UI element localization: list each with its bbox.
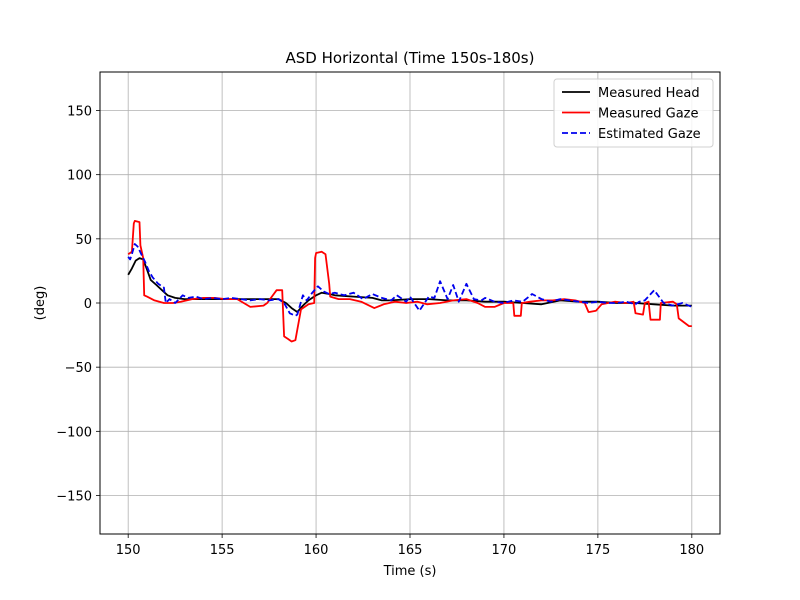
- x-tick-label: 150: [116, 543, 141, 558]
- y-tick-label: 50: [75, 233, 92, 248]
- y-tick-label: 150: [67, 105, 92, 120]
- axis-ticks: 150 155 160 165 170 175 180 −150 −100 −50 0 50 100 15…: [56, 105, 704, 559]
- x-tick-label: 165: [398, 543, 423, 558]
- y-axis-label: (deg): [33, 286, 48, 321]
- x-tick-label: 180: [679, 543, 704, 558]
- legend-label: Measured Gaze: [598, 107, 699, 122]
- legend-box: [553, 78, 714, 148]
- series-lines: [127, 219, 693, 343]
- y-tick-label: −150: [56, 490, 92, 505]
- y-tick-label: 0: [84, 297, 92, 312]
- x-tick-label: 175: [585, 543, 610, 558]
- y-tick-label: −100: [56, 425, 92, 440]
- series-line-estimated-gaze: [127, 243, 693, 317]
- x-axis-label: Time (s): [383, 564, 437, 579]
- x-tick-label: 170: [492, 543, 517, 558]
- x-tick-label: 160: [304, 543, 329, 558]
- legend-label: Estimated Gaze: [598, 127, 701, 142]
- legend: Measured Head Measured Gaze Estimated Gaze: [553, 78, 714, 148]
- legend-label: Measured Head: [598, 86, 700, 101]
- y-tick-label: 100: [67, 169, 92, 184]
- x-tick-label: 155: [210, 543, 235, 558]
- chart-title: ASD Horizontal (Time 150s-180s): [286, 49, 535, 67]
- y-tick-label: −50: [65, 361, 92, 376]
